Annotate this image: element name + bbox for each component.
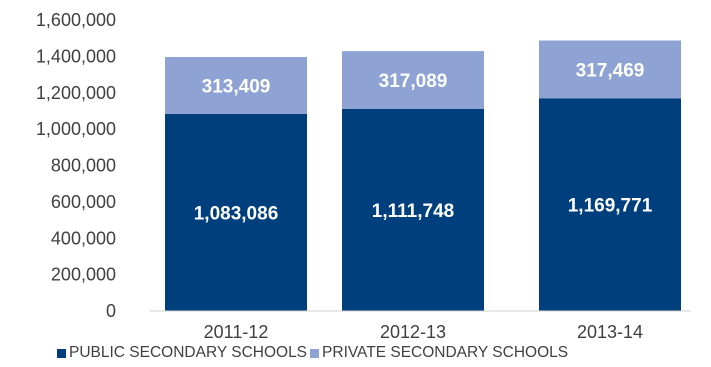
x-tick-label: 2011-12 — [204, 322, 269, 342]
public-value-label: 1,111,748 — [372, 201, 454, 222]
y-tick-label: 1,400,000 — [36, 46, 116, 66]
y-tick-label: 1,600,000 — [36, 10, 116, 30]
public-value-label: 1,169,771 — [568, 196, 653, 217]
legend: PUBLIC SECONDARY SCHOOLS PRIVATE SECONDA… — [57, 344, 568, 362]
bar-private — [342, 51, 484, 109]
y-tick-label: 200,000 — [51, 265, 116, 285]
y-tick-label: 800,000 — [51, 156, 116, 176]
y-axis: 0 200,000 400,000 600,000 800,000 1,000,000 1,… — [36, 10, 116, 321]
legend-swatch-public — [57, 348, 66, 358]
private-value-label: 317,089 — [379, 71, 448, 92]
y-tick-label: 1,000,000 — [36, 119, 116, 139]
y-tick-label: 0 — [106, 301, 116, 321]
legend-label-private: PRIVATE SECONDARY SCHOOLS — [322, 344, 569, 361]
y-tick-label: 1,200,000 — [36, 83, 116, 103]
legend-swatch-private — [310, 348, 320, 358]
x-axis: 2011-12 2012-13 2013-14 — [204, 322, 643, 342]
bar-stack: 1,083,086 313,409 — [165, 57, 307, 311]
y-tick-label: 400,000 — [51, 228, 116, 248]
bars: 1,083,086 313,409 1,111,748 317,089 1,169,77… — [165, 40, 681, 312]
bar-public — [342, 108, 484, 311]
bar-stack: 1,169,771 317,469 — [539, 40, 681, 312]
private-value-label: 313,409 — [202, 77, 271, 98]
public-value-label: 1,083,086 — [194, 204, 279, 225]
bar-stack: 1,111,748 317,089 — [342, 51, 484, 311]
y-tick-label: 600,000 — [51, 192, 116, 212]
bar-private — [539, 40, 681, 99]
x-tick-label: 2013-14 — [577, 322, 643, 342]
legend-item-private: PRIVATE SECONDARY SCHOOLS — [310, 344, 568, 362]
bar-private — [165, 57, 307, 115]
bar-public — [539, 98, 681, 312]
legend-label-public: PUBLIC SECONDARY SCHOOLS — [69, 344, 308, 361]
bar-public — [165, 114, 307, 311]
legend-item-public: PUBLIC SECONDARY SCHOOLS — [57, 344, 307, 362]
private-value-label: 317,469 — [576, 60, 645, 81]
x-tick-label: 2012-13 — [380, 322, 446, 342]
